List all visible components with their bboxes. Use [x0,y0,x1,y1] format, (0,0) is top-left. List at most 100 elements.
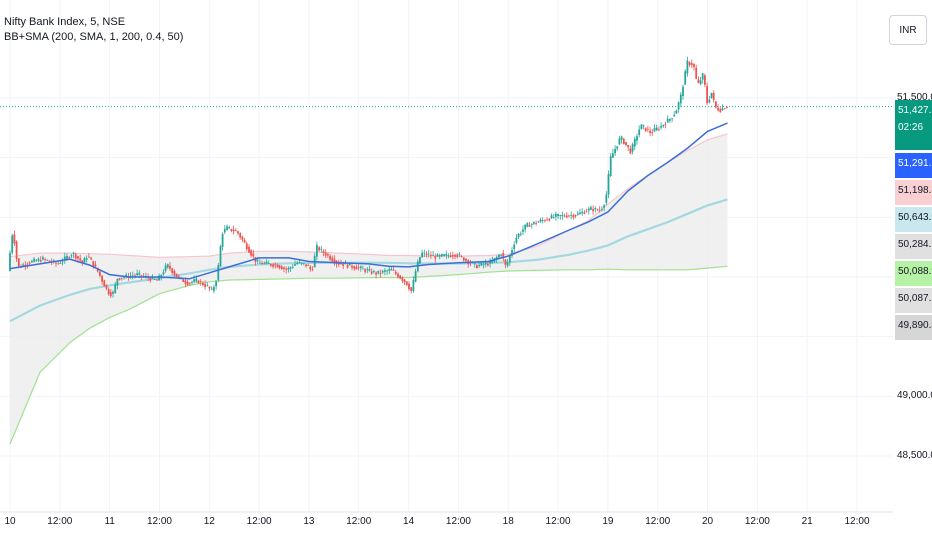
fast-moving-average [9,122,728,280]
candle-body [35,260,38,262]
candle-body [500,254,502,256]
time-tick-label: 12:00 [844,516,870,527]
candle-body [386,270,388,272]
candle-body [666,118,669,123]
price-badge: 50,643.90 [895,207,932,232]
candle-body [377,270,380,274]
candle-body [686,60,689,74]
price-badge: 51,291.65 [895,153,932,178]
candle-body [458,254,461,256]
candle-body [706,86,708,104]
candle-body [614,148,616,154]
candle-body [42,257,44,260]
candle-body [574,215,577,217]
candle-body [563,215,566,217]
candle-body [348,263,351,266]
candle-body [684,71,687,85]
candle-body [561,214,564,216]
candle-body [131,275,134,277]
candle-body [169,265,171,269]
candle-body [375,272,377,275]
candle-body [379,273,382,274]
candle-body [675,110,678,114]
candle-body [498,254,500,258]
candle-body [116,278,119,286]
candle-body [337,262,340,265]
time-tick-label: 14 [403,516,415,527]
candle-body [682,86,684,96]
candle-body [633,138,636,147]
candle-body [609,156,612,176]
candle-body [677,102,680,110]
candle-body [289,267,292,269]
candle-body [710,92,713,98]
candle-body [436,254,439,257]
candle-body [622,138,625,144]
candle-body [59,263,62,264]
candle-body [699,80,702,85]
candle-body [557,214,559,217]
currency-button[interactable]: INR [889,15,927,45]
candle-body [239,233,242,238]
candle-body [522,229,524,232]
candle-body [134,275,136,277]
candle-body [627,145,630,148]
candle-body [616,146,619,149]
candle-body [307,264,309,266]
candle-body [618,138,621,145]
time-tick-label: 21 [801,516,813,527]
candle-body [434,255,437,259]
candle-body [605,194,608,203]
candle-body [719,108,722,113]
candle-body [37,258,40,261]
candle-body [302,263,305,264]
price-badge-value: 50,643.90 [898,212,932,223]
candle-body [701,73,704,80]
candle-body [673,115,676,117]
candle-body [708,99,711,103]
candle-body [401,277,404,281]
indicator-label[interactable]: BB+SMA (200, SMA, 1, 200, 0.4, 50) [4,31,184,43]
time-tick-label: 12:00 [445,516,471,527]
candle-body [85,258,88,260]
candle-body [63,256,66,261]
candle-body [57,263,60,265]
candle-body [197,280,200,284]
candle-body [660,125,662,128]
time-tick-label: 12:00 [146,516,172,527]
candle-body [651,132,654,134]
candle-body [655,127,658,131]
candle-body [140,275,143,277]
candle-body [77,256,79,259]
candle-body [451,255,454,257]
candle-body [291,266,294,268]
candle-body [66,256,68,259]
candle-body [72,253,75,254]
candle-body [537,221,540,223]
candle-body [120,277,123,279]
price-badge: 51,198.86 [895,180,932,205]
candle-body [447,255,450,257]
candle-body [61,261,64,263]
candle-body [390,268,393,271]
candle-body [202,282,204,286]
price-badge-value: 51,291.65 [898,158,932,169]
candle-body [300,262,303,264]
candle-body [581,211,584,214]
candle-body [305,264,307,266]
candle-body [715,101,717,108]
candle-body [690,63,693,66]
candle-body [182,279,185,282]
candle-body [704,75,706,85]
candle-body [399,275,402,279]
candle-body [177,276,180,278]
candle-body [368,269,371,271]
candle-body [276,264,279,268]
candle-body [515,237,518,243]
symbol-title[interactable]: Nifty Bank Index, 5, NSE [4,16,126,28]
candle-body [465,258,467,261]
candle-body [287,267,290,270]
candle-body [559,215,562,216]
candle-body [44,259,46,260]
